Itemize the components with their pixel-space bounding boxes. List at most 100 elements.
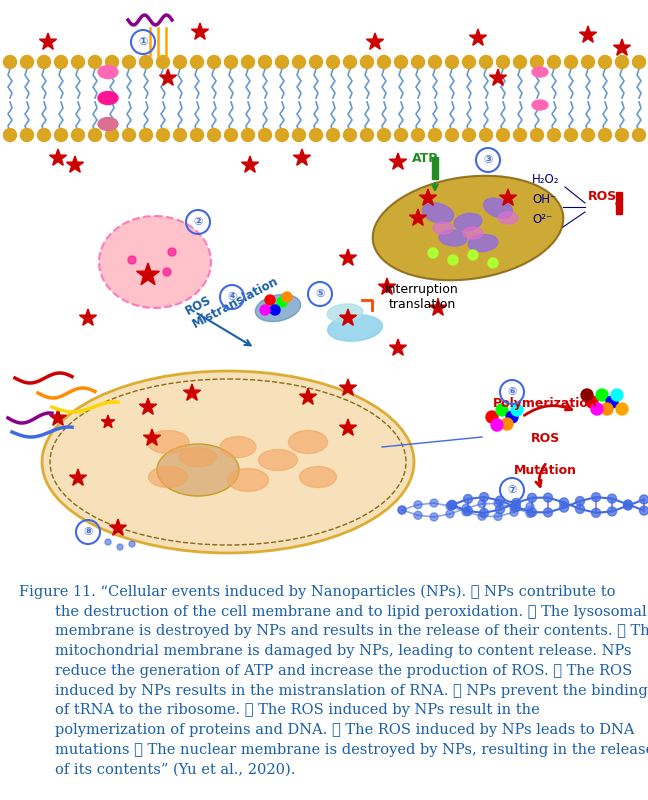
Circle shape	[496, 496, 505, 505]
Circle shape	[575, 497, 584, 506]
Circle shape	[632, 55, 645, 69]
Circle shape	[591, 403, 603, 415]
Circle shape	[428, 55, 441, 69]
Text: ⑧: ⑧	[84, 527, 93, 537]
Text: H₂O₂: H₂O₂	[532, 173, 559, 186]
Circle shape	[398, 506, 406, 514]
Circle shape	[292, 55, 305, 69]
Circle shape	[599, 129, 612, 142]
Text: ROS: ROS	[588, 190, 618, 203]
Circle shape	[224, 55, 238, 69]
Circle shape	[191, 129, 203, 142]
Circle shape	[623, 501, 632, 510]
Bar	[432, 157, 438, 179]
Circle shape	[526, 502, 534, 510]
Circle shape	[544, 508, 553, 517]
Circle shape	[448, 255, 458, 265]
Ellipse shape	[98, 118, 118, 130]
Polygon shape	[299, 388, 317, 404]
Circle shape	[327, 129, 340, 142]
Circle shape	[640, 506, 648, 515]
Polygon shape	[340, 379, 356, 395]
Circle shape	[581, 389, 593, 401]
Ellipse shape	[147, 430, 189, 454]
Text: Mutation: Mutation	[513, 464, 577, 477]
Circle shape	[275, 55, 288, 69]
Circle shape	[430, 499, 438, 507]
Text: of tRNA to the ribosome. ⑥ The ROS induced by NPs result in the: of tRNA to the ribosome. ⑥ The ROS induc…	[55, 703, 540, 718]
Circle shape	[462, 504, 470, 512]
Circle shape	[486, 411, 498, 423]
Circle shape	[224, 129, 238, 142]
Circle shape	[608, 494, 616, 503]
Circle shape	[616, 55, 629, 69]
Circle shape	[378, 129, 391, 142]
Ellipse shape	[99, 216, 211, 308]
Circle shape	[575, 505, 584, 514]
Circle shape	[446, 55, 459, 69]
Circle shape	[526, 510, 534, 518]
Circle shape	[398, 506, 406, 514]
Ellipse shape	[454, 214, 482, 230]
Circle shape	[448, 501, 456, 510]
Circle shape	[310, 129, 323, 142]
Polygon shape	[67, 156, 84, 172]
Polygon shape	[139, 398, 157, 414]
Circle shape	[462, 508, 470, 516]
Circle shape	[616, 403, 628, 415]
Text: ⑦: ⑦	[507, 485, 516, 495]
Ellipse shape	[498, 212, 518, 224]
Circle shape	[174, 55, 187, 69]
Ellipse shape	[157, 444, 239, 496]
Circle shape	[89, 55, 102, 69]
Circle shape	[139, 129, 152, 142]
Circle shape	[139, 55, 152, 69]
Polygon shape	[242, 156, 259, 172]
Circle shape	[260, 305, 270, 315]
Circle shape	[592, 493, 601, 502]
Text: Interruption
translation: Interruption translation	[385, 283, 459, 311]
Circle shape	[430, 513, 438, 521]
Text: OH⁻: OH⁻	[532, 193, 556, 206]
Text: reduce the generation of ATP and increase the production of ROS. ④ The ROS: reduce the generation of ATP and increas…	[55, 664, 632, 678]
Circle shape	[608, 507, 616, 516]
Ellipse shape	[433, 222, 453, 234]
Ellipse shape	[148, 466, 187, 487]
Circle shape	[360, 55, 373, 69]
Polygon shape	[159, 69, 176, 86]
Circle shape	[395, 129, 408, 142]
Bar	[616, 192, 622, 214]
Circle shape	[428, 248, 438, 258]
Circle shape	[478, 500, 486, 508]
Circle shape	[623, 500, 632, 509]
Circle shape	[511, 502, 520, 511]
Text: ROS
Mistranslation: ROS Mistranslation	[183, 262, 281, 331]
Circle shape	[548, 129, 561, 142]
Polygon shape	[110, 519, 126, 535]
Circle shape	[510, 504, 518, 512]
Circle shape	[564, 129, 577, 142]
Circle shape	[513, 129, 526, 142]
Circle shape	[71, 55, 84, 69]
Circle shape	[395, 55, 408, 69]
Circle shape	[596, 389, 608, 401]
Circle shape	[414, 501, 422, 509]
Circle shape	[411, 129, 424, 142]
Circle shape	[343, 129, 356, 142]
Circle shape	[581, 129, 594, 142]
Circle shape	[463, 494, 472, 503]
Circle shape	[478, 512, 486, 520]
Circle shape	[480, 509, 489, 518]
Circle shape	[378, 55, 391, 69]
Text: polymerization of proteins and DNA. ⑦ The ROS induced by NPs leads to DNA: polymerization of proteins and DNA. ⑦ Th…	[55, 723, 634, 737]
Polygon shape	[366, 33, 384, 50]
Polygon shape	[469, 29, 487, 46]
Text: mitochondrial membrane is damaged by NPs, leading to content release. NPs: mitochondrial membrane is damaged by NPs…	[55, 644, 632, 658]
Circle shape	[106, 55, 119, 69]
Circle shape	[480, 55, 492, 69]
Circle shape	[494, 513, 502, 521]
Circle shape	[128, 256, 136, 264]
Ellipse shape	[255, 294, 301, 322]
Ellipse shape	[42, 371, 414, 553]
Polygon shape	[489, 69, 507, 86]
